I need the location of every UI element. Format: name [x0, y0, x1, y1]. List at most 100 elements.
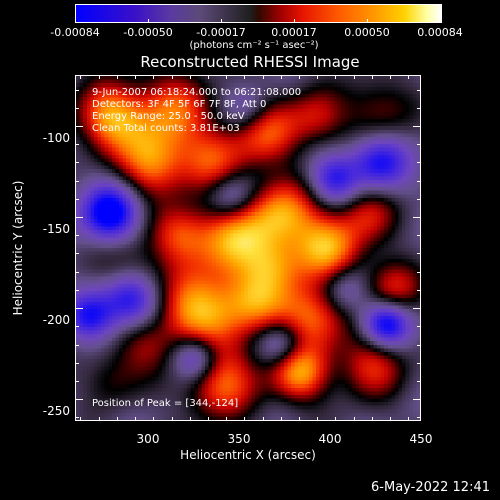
- x-axis-tick: [335, 75, 337, 79]
- colorbar-tick-label: -0.00084: [50, 26, 100, 39]
- x-axis-tick: [371, 75, 373, 79]
- y-axis-tick: [75, 380, 79, 382]
- x-axis-tick: [298, 417, 300, 421]
- colorbar: [75, 4, 442, 23]
- colorbar-tick: [440, 19, 441, 23]
- y-axis-title: Heliocentric Y (arcsec): [11, 180, 25, 316]
- y-tick-label: -100: [42, 131, 70, 145]
- y-axis-tick: [75, 362, 79, 364]
- x-axis-tick: [335, 417, 337, 421]
- x-axis-tick: [280, 75, 282, 79]
- peak-position-text: Position of Peak = [344,-124]: [92, 398, 239, 409]
- x-axis-tick: [98, 75, 100, 79]
- x-axis-tick: [153, 417, 155, 421]
- x-axis-tick: [98, 417, 100, 421]
- x-axis-tick: [280, 417, 282, 421]
- x-axis-tick: [116, 417, 118, 421]
- colorbar-tick: [148, 19, 149, 23]
- y-axis-tick: [75, 399, 83, 401]
- image-title: Reconstructed RHESSI Image: [140, 53, 360, 71]
- y-axis-tick: [75, 253, 79, 255]
- y-axis-tick: [417, 289, 421, 291]
- time-range-text: 9-Jun-2007 06:18:24.000 to 06:21:08.000: [92, 87, 302, 98]
- detectors-text: Detectors: 3F 4F 5F 6F 7F 8F, Att 0: [92, 99, 267, 110]
- colorbar-tick-label: 0.00084: [417, 26, 463, 39]
- y-axis-tick: [413, 308, 421, 310]
- y-axis-tick: [75, 344, 79, 346]
- y-tick-label: -250: [42, 404, 70, 418]
- y-axis-tick: [417, 362, 421, 364]
- y-axis-tick: [75, 125, 83, 127]
- x-axis-tick: [171, 75, 173, 79]
- y-axis-tick: [75, 198, 79, 200]
- x-axis-tick: [80, 417, 82, 421]
- y-axis-tick: [75, 217, 83, 219]
- y-axis-tick: [417, 107, 421, 109]
- timestamp-footer: 6-May-2022 12:41: [371, 480, 490, 495]
- rhessi-image-canvas: [76, 76, 420, 420]
- x-axis-tick: [189, 417, 191, 421]
- y-axis-tick: [413, 399, 421, 401]
- x-axis-tick: [135, 75, 137, 79]
- x-axis-tick: [171, 417, 173, 421]
- y-axis-tick: [417, 344, 421, 346]
- y-axis-tick: [75, 271, 79, 273]
- y-axis-tick: [75, 417, 79, 419]
- colorbar-units-label: (photons cm⁻² s⁻¹ asec⁻²): [189, 40, 319, 51]
- y-axis-tick: [417, 162, 421, 164]
- y-axis-tick: [417, 417, 421, 419]
- y-axis-tick: [75, 162, 79, 164]
- y-axis-tick: [417, 253, 421, 255]
- x-axis-tick: [226, 75, 228, 79]
- y-axis-tick: [417, 89, 421, 91]
- y-axis-tick: [75, 235, 79, 237]
- x-axis-tick: [189, 75, 191, 79]
- x-axis-tick: [244, 417, 246, 421]
- y-axis-tick: [413, 217, 421, 219]
- y-axis-tick: [417, 198, 421, 200]
- x-axis-tick: [116, 75, 118, 79]
- clean-counts-text: Clean Total counts: 3.81E+03: [92, 123, 240, 134]
- y-axis-tick: [417, 180, 421, 182]
- x-axis-tick: [207, 417, 209, 421]
- colorbar-tick-label: 0.00017: [271, 26, 317, 39]
- x-axis-tick: [317, 417, 319, 421]
- x-axis-tick: [80, 75, 82, 79]
- x-tick-label: 300: [136, 432, 160, 446]
- x-axis-tick: [226, 417, 228, 421]
- colorbar-tick-label: -0.00017: [196, 26, 246, 39]
- x-axis-title: Heliocentric X (arcsec): [180, 448, 316, 462]
- x-axis-tick: [390, 417, 392, 421]
- y-axis-tick: [417, 235, 421, 237]
- y-axis-tick: [413, 125, 421, 127]
- x-axis-tick: [153, 75, 155, 79]
- y-axis-tick: [417, 144, 421, 146]
- colorbar-tick-label: 0.00050: [344, 26, 390, 39]
- y-axis-tick: [417, 271, 421, 273]
- x-axis-tick: [408, 417, 410, 421]
- x-axis-tick: [262, 75, 264, 79]
- y-axis-tick: [75, 107, 79, 109]
- y-axis-tick: [417, 326, 421, 328]
- x-axis-tick: [298, 75, 300, 79]
- x-axis-tick: [390, 75, 392, 79]
- energy-range-text: Energy Range: 25.0 - 50.0 keV: [92, 111, 245, 122]
- x-tick-label: 350: [227, 432, 251, 446]
- x-axis-tick: [317, 75, 319, 79]
- y-axis-tick: [75, 308, 83, 310]
- y-axis-tick: [75, 326, 79, 328]
- y-axis-tick: [75, 144, 79, 146]
- colorbar-tick: [75, 19, 76, 23]
- colorbar-tick-label: -0.00050: [123, 26, 173, 39]
- x-tick-label: 450: [409, 432, 433, 446]
- x-tick-label: 400: [318, 432, 342, 446]
- x-axis-tick: [135, 417, 137, 421]
- y-axis-tick: [75, 180, 79, 182]
- y-tick-label: -150: [42, 222, 70, 236]
- x-axis-tick: [207, 75, 209, 79]
- colorbar-tick: [294, 19, 295, 23]
- colorbar-tick: [367, 19, 368, 23]
- y-axis-tick: [75, 89, 79, 91]
- y-tick-label: -200: [42, 313, 70, 327]
- y-axis-tick: [417, 380, 421, 382]
